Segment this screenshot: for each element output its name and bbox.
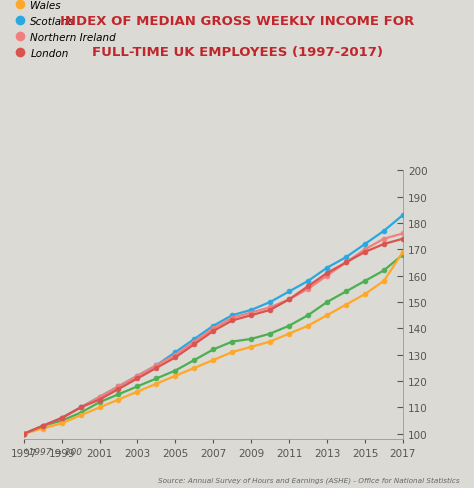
Text: INDEX OF MEDIAN GROSS WEEKLY INCOME FOR: INDEX OF MEDIAN GROSS WEEKLY INCOME FOR xyxy=(60,15,414,28)
Text: FULL-TIME UK EMPLOYEES (1997-2017): FULL-TIME UK EMPLOYEES (1997-2017) xyxy=(91,46,383,60)
Text: *1997 = 100: *1997 = 100 xyxy=(24,447,82,456)
Legend: England (including London), Wales, Scotland, Northern Ireland, London: England (including London), Wales, Scotl… xyxy=(14,0,175,61)
Text: Source: Annual Survey of Hours and Earnings (ASHE) - Office for National Statist: Source: Annual Survey of Hours and Earni… xyxy=(158,476,460,483)
